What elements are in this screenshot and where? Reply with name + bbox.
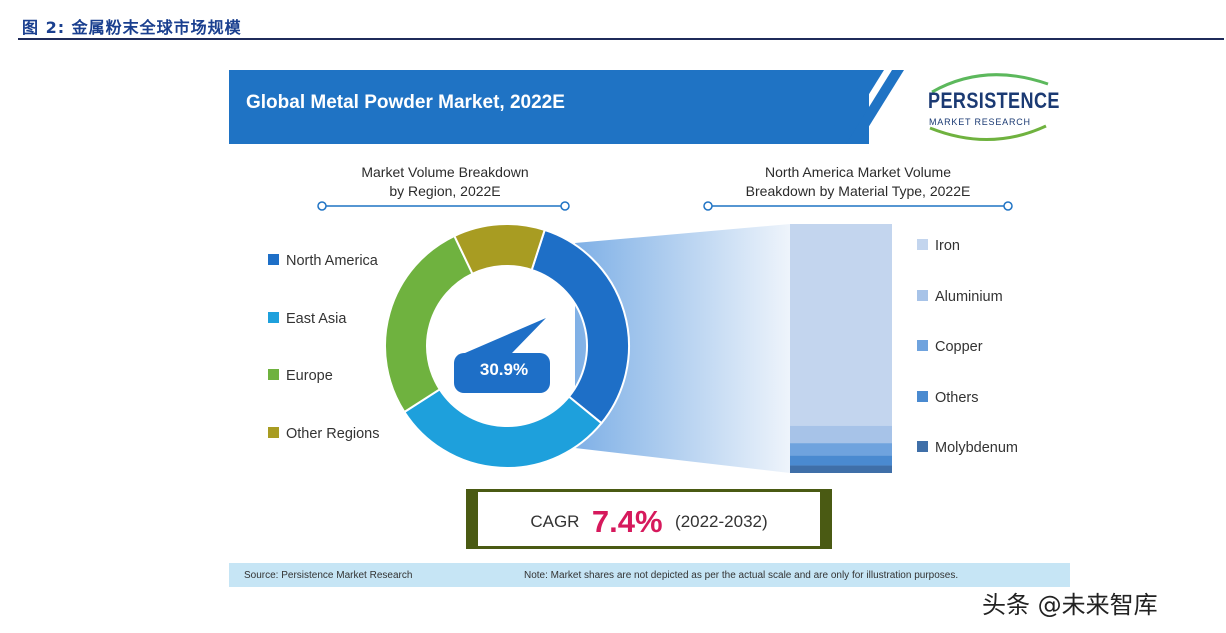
pie-title-line: Market Volume Breakdown [361,164,529,180]
page-title: Global Metal Powder Market, 2022E [246,92,565,113]
legend-swatch [917,239,928,251]
cagr-label: CAGR [530,512,580,531]
cagr-value: 7.4% [591,504,663,539]
donut-slice-other-regions [453,223,546,276]
bar-legend-item: Copper [917,339,983,355]
donut-slice-north-america [530,228,630,425]
bar-legend-item: Iron [917,238,960,254]
cagr-box: CAGR 7.4% (2022-2032) [466,489,832,549]
legend-swatch [268,312,279,324]
legend-swatch [268,427,279,439]
bar-title-line: Breakdown by Material Type, 2022E [745,183,971,199]
rule-end-icon [703,201,713,211]
legend-label: East Asia [286,311,347,327]
donut-chart [384,223,630,469]
cagr-content: CAGR 7.4% (2022-2032) [478,504,820,540]
banner-stripe [846,70,904,144]
legend-label: Europe [286,368,333,384]
legend-swatch [917,441,928,453]
bar-legend-item: Molybdenum [917,440,1018,456]
cagr-period: (2022-2032) [675,512,768,531]
pie-data-label: 30.9% [479,360,529,379]
zoom-connector [575,224,790,473]
banner-stripe [823,70,884,144]
logo-subtext: MARKET RESEARCH [929,117,1031,127]
footer-note: Note: Market shares are not depicted as … [524,570,959,581]
bar-segment-aluminium [790,425,892,444]
legend-swatch [917,340,928,352]
legend-label: Other Regions [286,426,380,442]
bar-chart-title: North America Market Volume Breakdown by… [700,163,1016,201]
callout-pointer [465,318,546,353]
legend-label: Molybdenum [935,440,1019,456]
pie-chart-title: Market Volume Breakdown by Region, 2022E [314,163,576,201]
donut-slice-east-asia [403,387,603,469]
legend-swatch [268,254,279,266]
rule-end-icon [317,201,327,211]
pie-legend-item: Europe [268,368,333,384]
rule-end-icon [1003,201,1013,211]
watermark: 头条 @未来智库 [982,591,1158,619]
title-banner [229,70,869,144]
legend-swatch [917,290,928,302]
bar-title-line: North America Market Volume [765,164,951,180]
bar-segment-copper [790,443,892,456]
legend-swatch [917,391,928,403]
legend-label: North America [286,253,378,269]
bar-legend-item: Aluminium [917,289,1003,305]
legend-label: Iron [935,238,960,254]
bar-segment-iron [790,224,892,426]
logo-swoosh-icon [929,124,1047,141]
stacked-bar-chart [790,224,892,473]
pie-title-line: by Region, 2022E [389,183,501,199]
figure-caption: 图 2: 金属粉末全球市场规模 [22,18,242,37]
rule-end-icon [560,201,570,211]
bar-legend-item: Others [917,390,979,406]
footer-source: Source: Persistence Market Research [244,570,413,581]
logo-text: PERSISTENCE [928,88,1060,113]
legend-label: Copper [935,339,983,355]
pie-legend-item: North America [268,253,378,269]
caption-divider [18,38,1224,40]
legend-label: Others [935,390,979,406]
legend-swatch [268,369,279,381]
logo-swoosh-icon [931,73,1049,94]
callout-box [454,353,550,393]
pie-legend-item: East Asia [268,311,346,327]
bar-segment-molybdenum [790,465,892,473]
pie-legend-item: Other Regions [268,426,380,442]
bar-segment-others [790,455,892,466]
legend-label: Aluminium [935,289,1003,305]
footer-bar [229,563,1070,587]
